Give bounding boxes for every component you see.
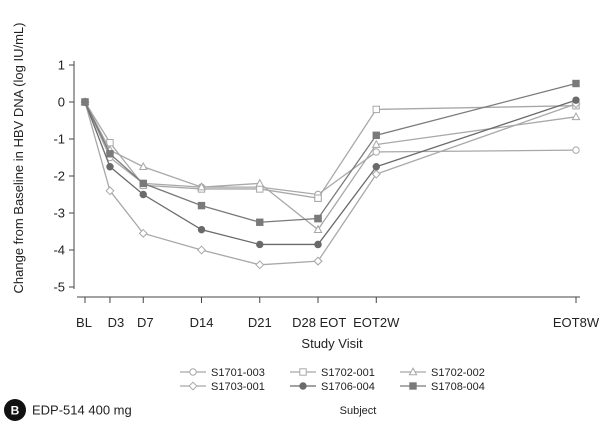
data-point (371, 169, 381, 179)
legend-item: S1702-002 (400, 367, 485, 379)
x-tick-label: D28 (292, 315, 316, 330)
panel-badge: B (11, 404, 20, 418)
legend-label: S1706-004 (321, 381, 375, 393)
data-point (314, 214, 322, 223)
legend-swatch-marker (188, 381, 198, 391)
y-axis-title: Change from Baseline in HBV DNA (log IU/… (11, 23, 26, 294)
legend-label: S1702-002 (431, 367, 485, 379)
data-point (372, 131, 380, 140)
x-tick-label: BL (76, 315, 92, 330)
series-line (84, 101, 577, 199)
x-tick-label: EOT (320, 315, 347, 330)
data-point (313, 256, 323, 266)
x-tick-label: D21 (248, 315, 272, 330)
series-line (84, 101, 577, 266)
data-point (314, 240, 322, 249)
data-point (256, 240, 264, 249)
data-point (197, 245, 207, 255)
x-tick-label: D7 (137, 315, 154, 330)
legend-label: S1708-004 (431, 381, 485, 393)
series-S1702-002 (80, 97, 581, 233)
series-line (84, 101, 577, 196)
panel-badge-circle (4, 399, 26, 421)
x-axis-ticks: BL D3 D7 D14 D21 D28 EOT EOT2W EOT8W (76, 297, 600, 330)
y-tick-label: -5 (53, 280, 65, 295)
series-line (84, 82, 577, 223)
legend-title: Subject (340, 405, 377, 417)
legend-swatch-marker (189, 368, 197, 376)
data-point (139, 190, 147, 199)
y-tick-label: -1 (53, 132, 65, 147)
y-tick-label: 1 (58, 58, 65, 73)
legend-swatch-marker (408, 367, 418, 376)
x-tick-label: D14 (190, 315, 214, 330)
panel-label: B EDP-514 400 mg (4, 399, 132, 421)
data-point (197, 201, 206, 210)
data-point (572, 96, 580, 104)
data-point (313, 224, 323, 233)
y-tick-label: -2 (53, 169, 65, 184)
series-layer (80, 79, 581, 270)
series-line (84, 99, 577, 246)
legend-swatch-marker (409, 382, 417, 390)
data-point (372, 105, 380, 114)
legend-item: S1702-001 (290, 367, 375, 379)
series-S1706-004 (81, 96, 580, 249)
data-point (572, 146, 580, 154)
legend-item: S1703-001 (180, 381, 265, 393)
series-S1701-003 (81, 98, 580, 199)
data-point (572, 79, 580, 88)
data-point (138, 161, 148, 171)
data-point (571, 111, 581, 121)
data-point (81, 98, 89, 106)
legend-item: S1708-004 (400, 381, 485, 393)
y-tick-label: -3 (53, 206, 65, 221)
x-axis-title: Study Visit (301, 336, 363, 351)
data-point (256, 218, 264, 226)
legend-item: S1706-004 (290, 381, 375, 393)
data-point (372, 148, 380, 156)
data-point (255, 178, 265, 187)
data-point (256, 185, 264, 193)
legend-label: S1703-001 (211, 381, 265, 393)
legend-label: S1701-003 (211, 367, 265, 379)
panel-caption: EDP-514 400 mg (32, 403, 132, 418)
legend-label: S1702-001 (321, 367, 375, 379)
axes (73, 61, 580, 298)
x-tick-label: D3 (108, 315, 125, 330)
data-point (314, 194, 322, 202)
data-point (255, 260, 265, 270)
y-tick-label: -4 (53, 243, 65, 258)
series-S1708-004 (81, 79, 580, 226)
data-point (138, 228, 148, 238)
data-point (197, 225, 206, 234)
data-point (106, 163, 114, 171)
data-point (106, 150, 114, 158)
y-axis-ticks: 1 0 -1 -2 -3 -4 -5 (53, 58, 74, 295)
legend-item: S1701-003 (180, 367, 265, 379)
x-tick-label: EOT8W (553, 315, 600, 330)
legend-swatch-marker (299, 382, 307, 390)
legend-swatch-marker (299, 368, 307, 376)
series-line (84, 101, 577, 231)
data-point (371, 139, 381, 148)
legend: S1701-003 S1702-001 S1702-002 S1703-001 S170… (180, 367, 485, 417)
data-point (197, 182, 206, 191)
x-tick-label: EOT2W (353, 315, 400, 330)
y-tick-label: 0 (58, 95, 65, 110)
data-point (139, 179, 147, 188)
data-point (372, 163, 380, 171)
data-point (105, 186, 115, 196)
